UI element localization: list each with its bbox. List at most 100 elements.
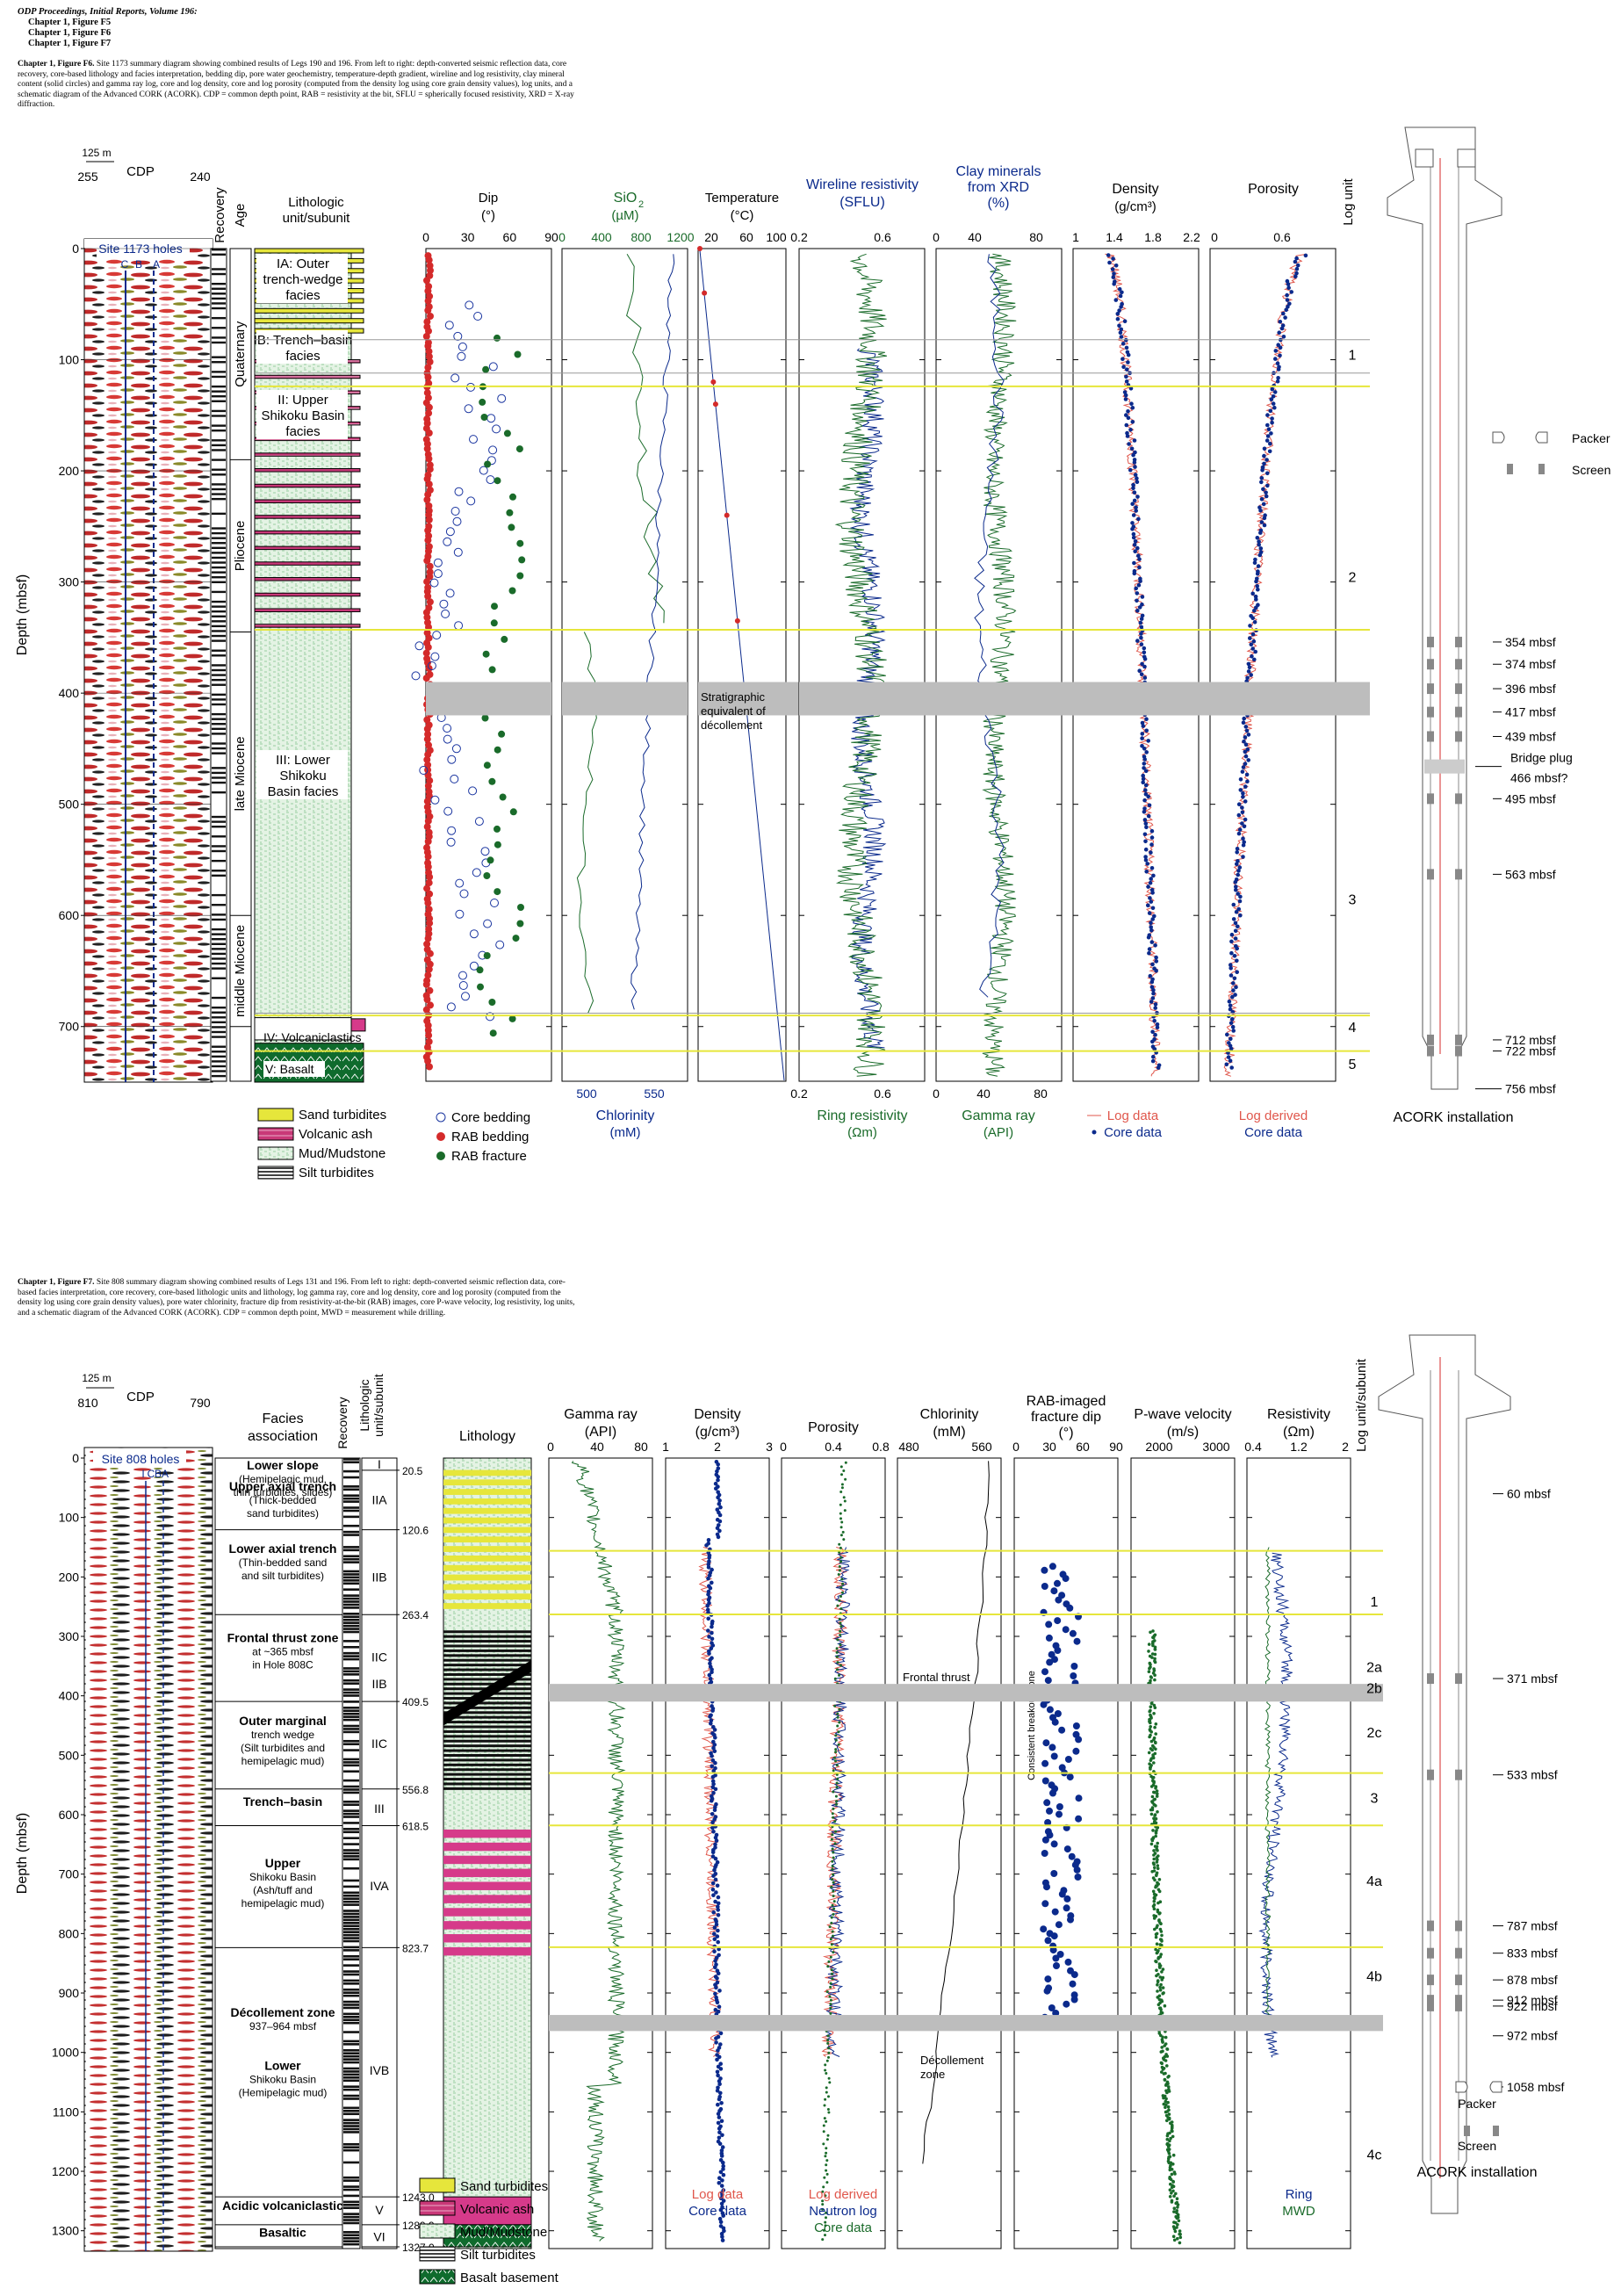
f7-pw-core (1150, 1656, 1154, 1659)
f6-screen-label: Screen (1572, 463, 1610, 477)
f7-poro-core (826, 1965, 830, 1968)
f6-decol-band (562, 682, 688, 716)
f7-rab-fracture (1063, 1904, 1070, 1912)
f7-pw-core (1170, 2185, 1174, 2190)
f6-poro-core (1285, 278, 1290, 284)
f7-silt-bed (443, 1715, 531, 1719)
f6-recovery-bar (212, 1065, 226, 1068)
f6-poro-core (1231, 917, 1236, 921)
f6-recovery-bar (212, 336, 226, 339)
f6-dens-core (1149, 925, 1153, 929)
f7-pw-core (1149, 1663, 1152, 1666)
f7-silt-bed (443, 1773, 531, 1776)
f7-dens-core (712, 1931, 717, 1936)
f6-gamma-tick: 40 (976, 1087, 991, 1101)
f6-core-bedding (429, 578, 439, 588)
f7-ylabel: Depth (mbsf) (15, 1813, 30, 1894)
f7-dens-core (713, 1877, 718, 1882)
f6-dens-core (1140, 720, 1145, 726)
f7-recovery-bar (343, 2119, 359, 2121)
f6-rab-bedding (424, 287, 432, 295)
f6-dens-core (1150, 891, 1155, 895)
f7-rab-fracture (1044, 1975, 1052, 1983)
f6-poro-core (1232, 954, 1237, 958)
f6-dens-core (1152, 1018, 1156, 1023)
f7-dens-core (715, 1469, 719, 1474)
f6-core-bedding (454, 487, 464, 496)
f6-dens-core (1145, 862, 1149, 866)
f6-unit-label: IA: Outer (277, 256, 329, 271)
f7-pw-core (1173, 2172, 1177, 2176)
f6-rab-bedding (422, 1006, 430, 1014)
f6-chlorinity-label: Chlorinity (596, 1108, 655, 1123)
f7-pw-core (1166, 2076, 1170, 2079)
f6-temp-tick: 60 (739, 230, 753, 244)
f7-legend-lith-label: Basalt basement (460, 2271, 559, 2285)
f6-ring-tick: 0.2 (790, 1087, 808, 1101)
f6-dens-core (1137, 605, 1142, 610)
f7-dens-core (706, 1628, 710, 1633)
f6-poro-legend-log: Log derived (1239, 1108, 1308, 1123)
f7-recovery-bar (343, 2236, 359, 2240)
f7-recovery-bar (343, 1933, 359, 1937)
f6-poro-core (1256, 564, 1261, 568)
f6-poro-core (1235, 970, 1239, 974)
f6-rab-bedding (425, 965, 433, 973)
f7-recovery-bar (343, 1524, 359, 1527)
f7-pw-core (1155, 1942, 1159, 1946)
f6-poro-core (1236, 906, 1241, 912)
f7-cdp-label: CDP (126, 1390, 155, 1404)
f7-recovery-bar (343, 2016, 359, 2018)
f6-core-bedding (414, 641, 424, 651)
f6-core-bedding (447, 755, 457, 764)
f6-acork-screen (1427, 659, 1434, 670)
f6-recovery-bar (212, 439, 226, 442)
f7-poro-core (821, 2190, 825, 2193)
f6-rab-fracture (508, 1014, 516, 1022)
f7-poro-core (832, 1816, 835, 1819)
f6-ash-bed (254, 545, 361, 551)
f6-hole-a: A (153, 258, 160, 271)
f7-silt-bed (443, 1701, 531, 1705)
f7-dens-core (716, 2048, 720, 2053)
f6-screen-icon (1507, 464, 1513, 474)
f7-pw-core (1164, 2035, 1168, 2040)
f6-rab-fracture (490, 619, 498, 627)
f7-pw-core (1172, 2194, 1176, 2198)
f7-pw-core (1156, 1866, 1160, 1871)
f6-recovery-label: Recovery (213, 187, 227, 243)
f6-dens-core (1128, 467, 1133, 473)
f7-rab-fracture (1041, 1668, 1048, 1676)
f7-recovery-bar (343, 1573, 359, 1576)
f6-poro-core (1250, 646, 1255, 651)
f6-rab-bedding (423, 318, 431, 326)
f7-facies-text: Trench–basin (243, 1794, 322, 1809)
f7-recovery-bar (343, 1900, 359, 1903)
f7-recovery-bar (343, 2054, 359, 2058)
f6-rab-bedding (424, 971, 432, 979)
f6-poro-core (1273, 357, 1278, 361)
f7-pw-core (1151, 1643, 1155, 1648)
f6-volc-bed (350, 1018, 366, 1032)
f7-dens-core (711, 1830, 716, 1834)
f7-silt-bed (443, 1649, 531, 1652)
f6-dens-core (1143, 783, 1149, 788)
f7-pw-core (1150, 1652, 1155, 1656)
f6-recovery-bar (212, 904, 226, 906)
f6-dens-core (1150, 1029, 1155, 1034)
f7-pw-core (1161, 2068, 1165, 2071)
f7-pw-core (1154, 1885, 1157, 1889)
f7-pw-core (1150, 1838, 1155, 1843)
f6-recovery-bar (212, 1030, 226, 1034)
f6-dens-core (1130, 502, 1135, 506)
f6-dens-core (1138, 620, 1143, 625)
f7-dens-core (717, 2130, 722, 2135)
f6-dens-core (1115, 316, 1120, 321)
f6-depth-tick: 100 (59, 353, 80, 367)
f6-packer-label: Packer (1572, 431, 1610, 445)
f6-poro-core (1240, 821, 1244, 826)
f7-recovery-bar (343, 1549, 359, 1552)
f6-gamma-tick: 80 (1034, 1087, 1048, 1101)
f7-pw-core (1153, 1648, 1157, 1651)
f6-poro-tick: 0.6 (1273, 230, 1291, 244)
